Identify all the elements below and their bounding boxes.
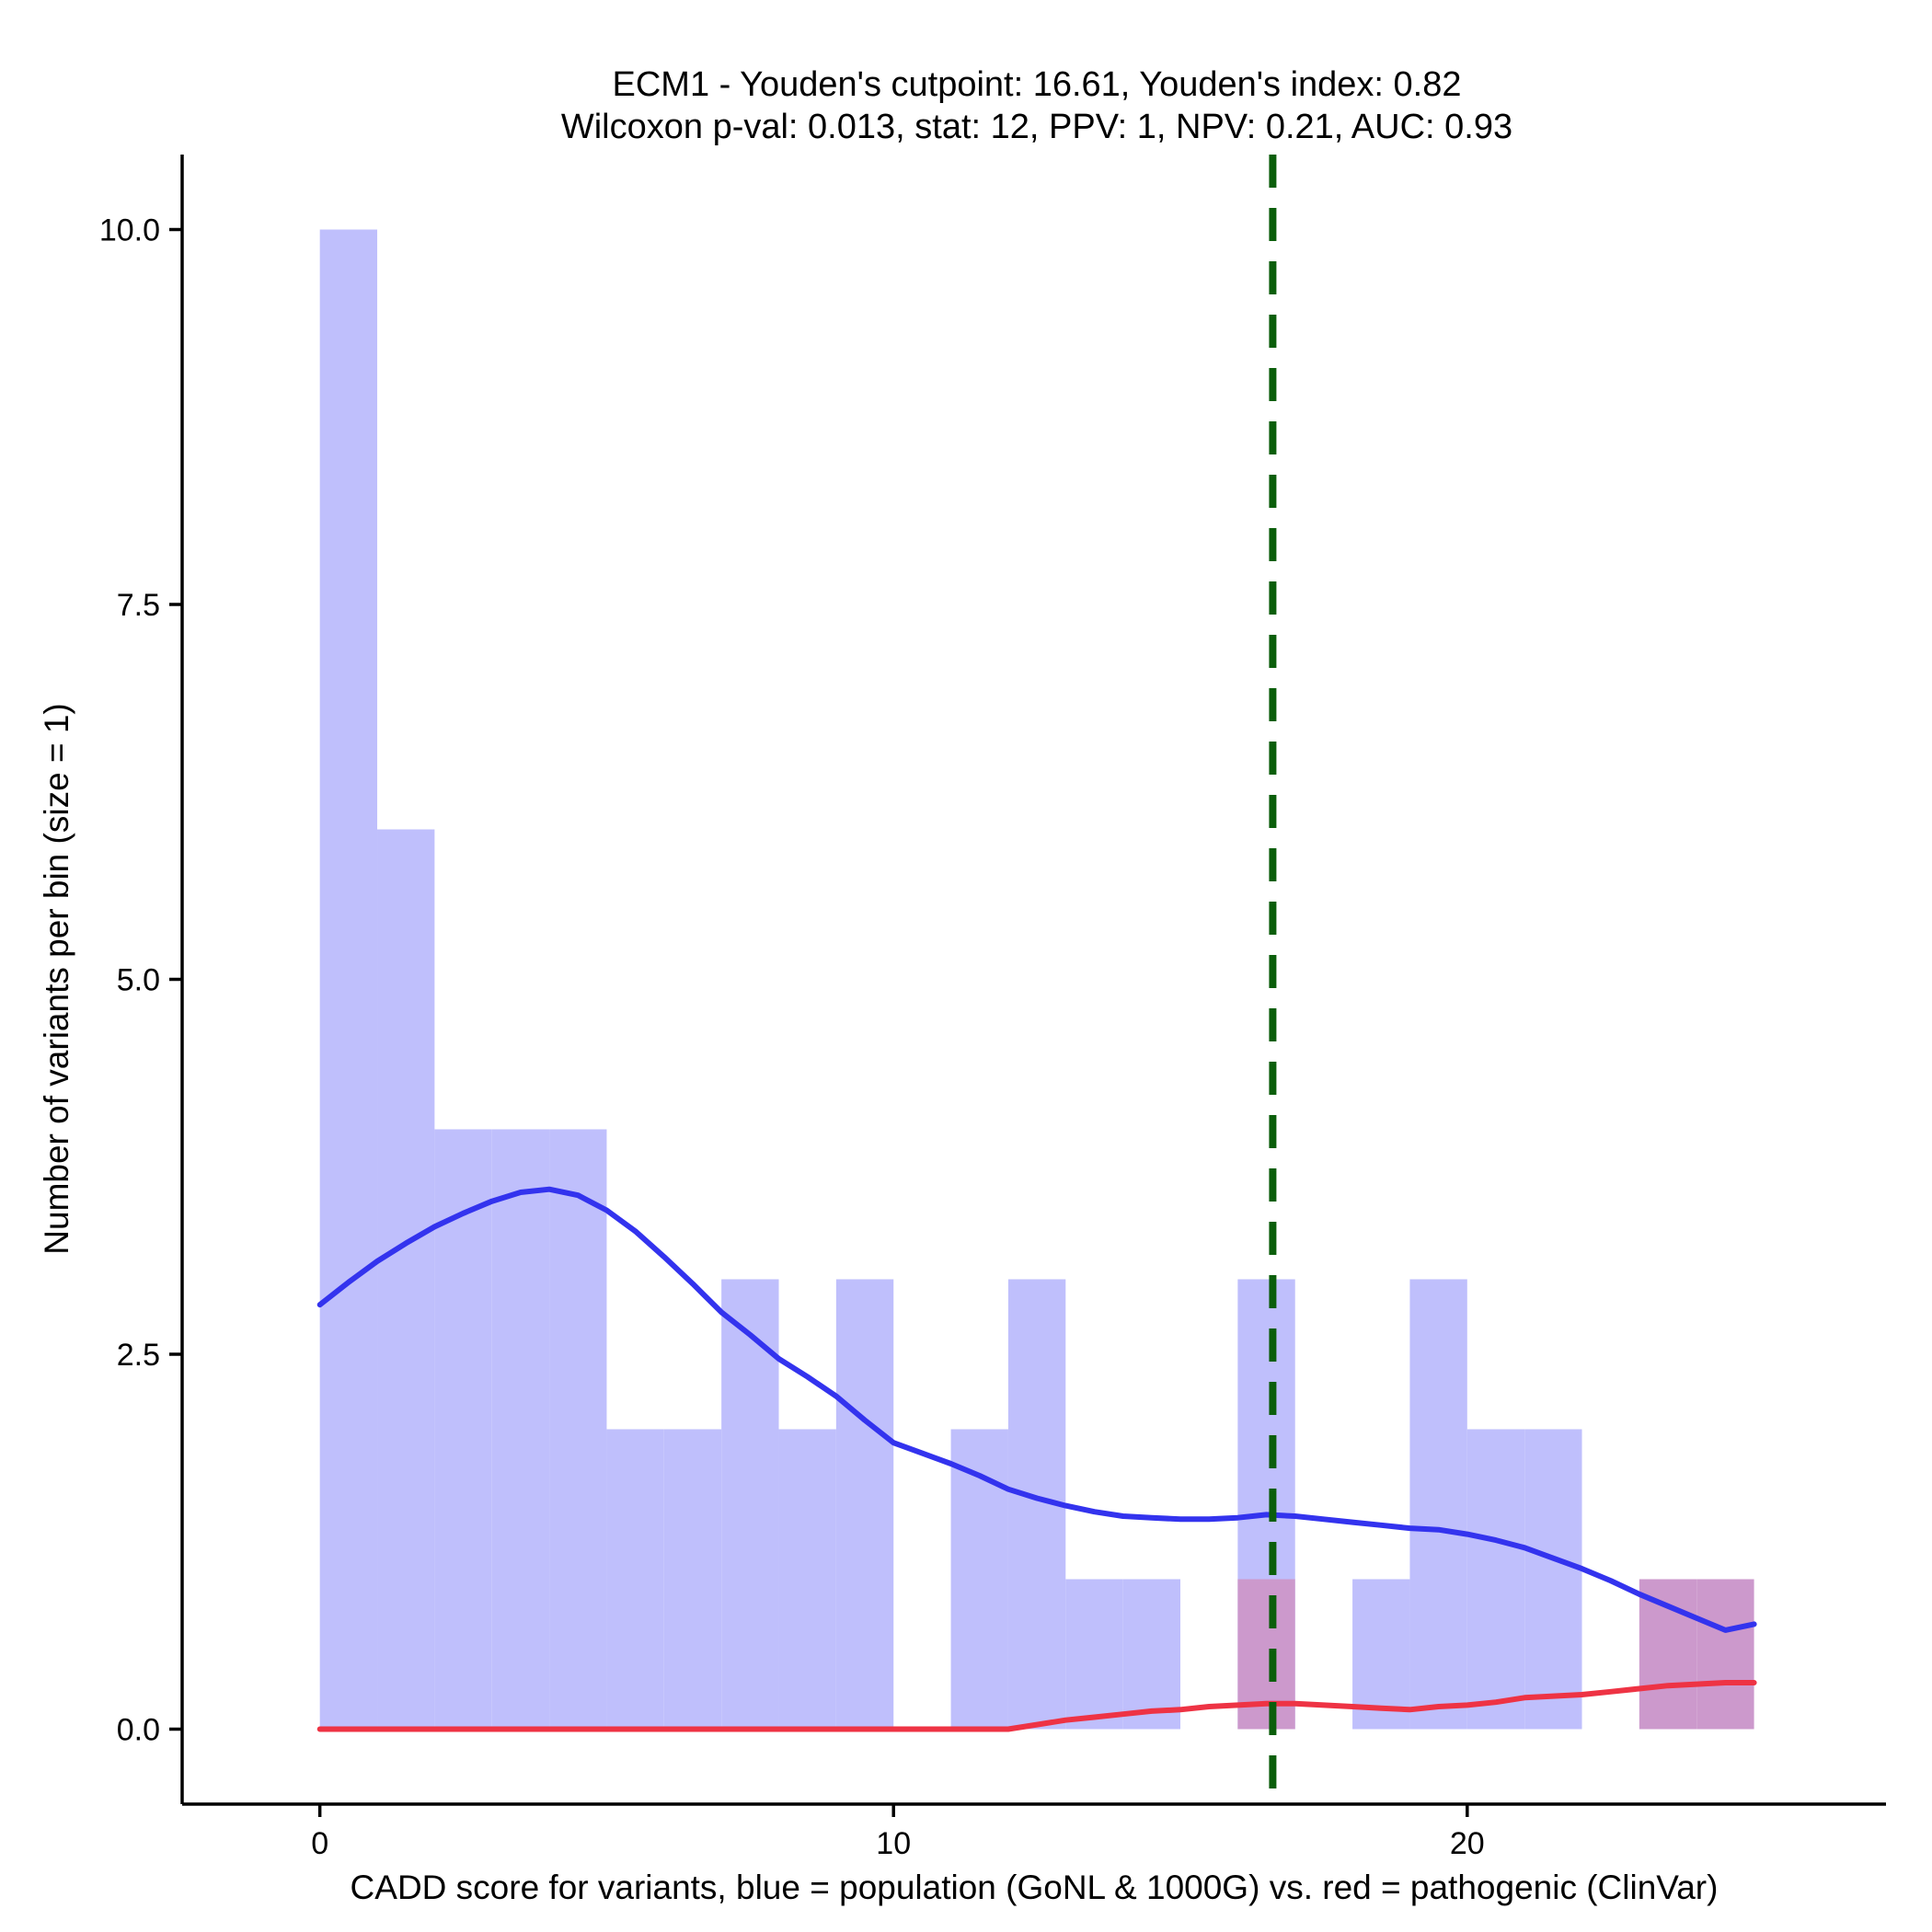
y-axis-ticks: 0.0 2.5 5.0 7.5 10.0 — [99, 213, 182, 1748]
density-lines — [316, 1186, 1757, 1732]
y-tick-label-7.5: 7.5 — [117, 588, 160, 623]
chart-title-line-1: ECM1 - Youden's cutpoint: 16.61, Youden'… — [613, 65, 1462, 104]
y-tick-label-2.5: 2.5 — [117, 1338, 160, 1373]
population-bar-2 — [434, 1129, 492, 1730]
population-density-line — [316, 1186, 1757, 1633]
pathogenic-bar-24 — [1696, 1579, 1754, 1730]
pathogenic-bar-23 — [1639, 1579, 1697, 1730]
population-bar-1 — [377, 829, 435, 1730]
population-bar-0 — [319, 229, 378, 1730]
chart-title-line-2: Wilcoxon p-val: 0.013, stat: 12, PPV: 1,… — [561, 108, 1512, 146]
population-bar-4 — [549, 1129, 607, 1730]
population-bar-6 — [663, 1429, 722, 1730]
population-bar-9 — [835, 1279, 894, 1730]
population-bar-14 — [1122, 1579, 1181, 1730]
population-bar-18 — [1352, 1579, 1410, 1730]
y-tick-label-5: 5.0 — [117, 963, 160, 998]
population-bar-8 — [778, 1429, 836, 1730]
x-axis-ticks: 0 10 20 — [311, 1804, 1485, 1861]
histogram-bars — [319, 229, 1754, 1730]
x-tick-label-0: 0 — [311, 1826, 328, 1861]
x-tick-label-10: 10 — [876, 1826, 911, 1861]
pathogenic-density-line — [316, 1680, 1757, 1732]
population-bar-5 — [606, 1429, 664, 1730]
x-axis-title: CADD score for variants, blue = populati… — [351, 1869, 1719, 1906]
population-bar-11 — [950, 1429, 1008, 1730]
x-tick-label-20: 20 — [1450, 1826, 1485, 1861]
population-bar-21 — [1524, 1429, 1582, 1730]
population-bar-13 — [1065, 1579, 1123, 1730]
population-bar-3 — [491, 1129, 550, 1730]
y-tick-label-0: 0.0 — [117, 1713, 160, 1748]
population-bar-7 — [721, 1279, 779, 1730]
y-tick-label-10: 10.0 — [99, 213, 160, 248]
y-axis-title: Number of variants per bin (size = 1) — [38, 703, 75, 1254]
population-bar-19 — [1409, 1279, 1467, 1730]
population-bar-20 — [1466, 1429, 1525, 1730]
